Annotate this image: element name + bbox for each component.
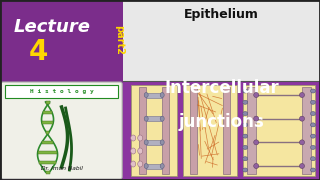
Ellipse shape xyxy=(131,148,136,154)
Ellipse shape xyxy=(144,140,148,145)
Ellipse shape xyxy=(138,148,143,154)
Bar xyxy=(162,87,169,174)
Ellipse shape xyxy=(310,145,316,149)
Text: junctions: junctions xyxy=(179,113,264,131)
Ellipse shape xyxy=(300,140,305,145)
Bar xyxy=(5,85,118,98)
Bar xyxy=(243,85,315,176)
Ellipse shape xyxy=(131,161,136,167)
Bar xyxy=(146,116,162,121)
Bar xyxy=(46,130,49,134)
Bar xyxy=(183,85,237,176)
Ellipse shape xyxy=(160,93,164,98)
Bar xyxy=(190,87,197,174)
Text: Dr. Iman Nabil: Dr. Iman Nabil xyxy=(41,166,83,172)
Bar xyxy=(42,141,53,143)
Text: Intercellular: Intercellular xyxy=(164,79,279,97)
Ellipse shape xyxy=(243,123,248,127)
FancyBboxPatch shape xyxy=(1,82,122,179)
Text: H i s t o l o g y: H i s t o l o g y xyxy=(30,89,93,94)
Ellipse shape xyxy=(310,89,316,93)
Bar xyxy=(223,87,230,174)
Ellipse shape xyxy=(243,168,248,172)
Ellipse shape xyxy=(243,145,248,149)
Ellipse shape xyxy=(310,112,316,116)
Ellipse shape xyxy=(300,116,305,121)
Bar xyxy=(146,163,162,168)
Bar xyxy=(302,87,311,174)
Bar xyxy=(38,150,57,154)
Bar xyxy=(146,140,162,145)
Bar xyxy=(123,81,320,180)
Text: Lecture: Lecture xyxy=(13,18,91,36)
Ellipse shape xyxy=(160,116,164,121)
Ellipse shape xyxy=(144,163,148,168)
Ellipse shape xyxy=(144,116,148,121)
Ellipse shape xyxy=(160,140,164,145)
Bar xyxy=(123,0,320,81)
Ellipse shape xyxy=(243,134,248,138)
Ellipse shape xyxy=(131,135,136,141)
Text: part2: part2 xyxy=(114,25,124,55)
Ellipse shape xyxy=(138,135,143,141)
Ellipse shape xyxy=(300,93,305,98)
Bar xyxy=(131,85,177,176)
Ellipse shape xyxy=(243,157,248,161)
Ellipse shape xyxy=(254,163,259,168)
Ellipse shape xyxy=(138,161,143,167)
Ellipse shape xyxy=(310,157,316,161)
Ellipse shape xyxy=(254,116,259,121)
Bar xyxy=(42,120,53,123)
Bar xyxy=(43,111,52,114)
Ellipse shape xyxy=(243,100,248,104)
Ellipse shape xyxy=(310,134,316,138)
Bar xyxy=(139,87,146,174)
Text: Epithelium: Epithelium xyxy=(184,8,259,21)
Ellipse shape xyxy=(254,93,259,98)
Ellipse shape xyxy=(243,112,248,116)
Bar xyxy=(146,93,162,98)
Bar xyxy=(247,87,256,174)
Ellipse shape xyxy=(310,123,316,127)
Ellipse shape xyxy=(254,140,259,145)
Bar xyxy=(45,170,50,174)
Bar xyxy=(39,161,56,163)
Ellipse shape xyxy=(310,100,316,104)
Text: 4: 4 xyxy=(28,38,48,66)
Ellipse shape xyxy=(160,163,164,168)
Ellipse shape xyxy=(300,163,305,168)
Ellipse shape xyxy=(310,168,316,172)
Ellipse shape xyxy=(144,93,148,98)
Ellipse shape xyxy=(243,89,248,93)
Bar xyxy=(0,0,123,180)
Bar xyxy=(45,100,50,104)
